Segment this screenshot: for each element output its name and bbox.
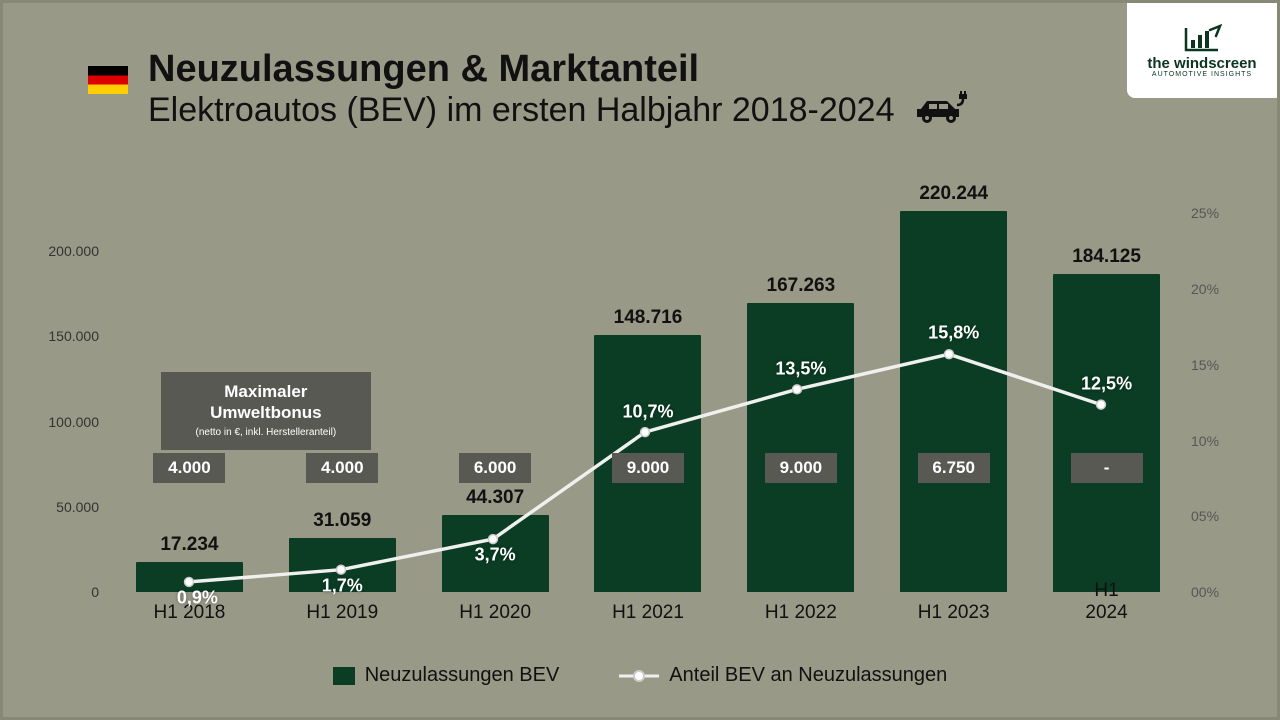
logo-text: the windscreen (1147, 56, 1256, 71)
y-axis-left: 050.000100.000150.000200.000 (33, 183, 111, 592)
y-axis-right: 00%05%10%15%20%25% (1179, 183, 1247, 592)
x-axis-label: H1 2022 (765, 602, 837, 624)
logo-chart-icon (1182, 24, 1222, 56)
legend-item-bars: Neuzulassungen BEV (333, 664, 560, 687)
bonus-value-tag: 6.000 (459, 453, 531, 483)
bar-value-label: 44.307 (388, 487, 602, 509)
x-axis-label: H1 2020 (459, 602, 531, 624)
line-pct-label: 10,7% (622, 401, 673, 422)
line-pct-label: 13,5% (775, 358, 826, 379)
bar-value-label: 220.244 (847, 183, 1061, 205)
chart-legend: Neuzulassungen BEV Anteil BEV an Neuzula… (3, 664, 1277, 687)
plot-region: 17.2344.00031.0594.00044.3076.000148.716… (113, 183, 1177, 592)
line-pct-label: 3,7% (475, 545, 516, 566)
bonus-value-tag: 4.000 (306, 453, 378, 483)
y-right-tick: 10% (1179, 433, 1247, 449)
chart-area: 0 50.000 100.000 150.000 200.000 00% 05% 10% 15… (33, 163, 1247, 632)
x-axis-label: H1 2023 (918, 602, 990, 624)
bonus-box-line1: Maximaler (175, 382, 357, 402)
x-axis-label: H1 2024 (1071, 580, 1141, 624)
y-left-tick: 0 (33, 584, 111, 600)
x-axis-label: H1 2019 (306, 602, 378, 624)
y-left-tick: 100.000 (33, 414, 111, 430)
chart-header: Neuzulassungen & Marktanteil Elektroauto… (88, 48, 1107, 130)
chart-title: Neuzulassungen & Marktanteil (148, 48, 1107, 91)
ev-car-icon (909, 91, 969, 130)
y-left-tick: 50.000 (33, 499, 111, 515)
bar-slot: 220.2446.750 (877, 183, 1030, 592)
line-pct-label: 1,7% (322, 575, 363, 596)
bonus-box-note: (netto in €, inkl. Herstelleranteil) (175, 427, 357, 438)
y-right-tick: 25% (1179, 205, 1247, 221)
logo-subtext: AUTOMOTIVE INSIGHTS (1152, 71, 1252, 78)
bar-value-label: 167.263 (694, 275, 908, 297)
bonus-value-tag: 9.000 (765, 453, 837, 483)
bar-slot: 44.3076.000 (419, 183, 572, 592)
line-pct-label: 15,8% (928, 323, 979, 344)
legend-item-line: Anteil BEV an Neuzulassungen (619, 664, 947, 687)
bonus-value-tag: 9.000 (612, 453, 684, 483)
bonus-value-tag: 6.750 (918, 453, 990, 483)
logo-badge: the windscreen AUTOMOTIVE INSIGHTS (1127, 3, 1277, 98)
bar-slot: 148.7169.000 (572, 183, 725, 592)
bar-value-label: 17.234 (82, 534, 296, 556)
x-axis-labels: H1 2018H1 2019H1 2020H1 2021H1 2022H1 20… (113, 594, 1177, 632)
legend-bar-swatch (333, 667, 355, 685)
bar-value-label: 31.059 (235, 510, 449, 532)
y-right-tick: 05% (1179, 508, 1247, 524)
bonus-value-tag: 4.000 (153, 453, 225, 483)
y-left-tick: 150.000 (33, 328, 111, 344)
x-axis-label: H1 2021 (612, 602, 684, 624)
legend-bar-label: Neuzulassungen BEV (365, 664, 560, 687)
bonus-box-line2: Umweltbonus (175, 403, 357, 423)
bar-value-label: 148.716 (541, 307, 755, 329)
bar (747, 303, 854, 592)
bonus-info-box: Maximaler Umweltbonus (netto in €, inkl.… (161, 372, 371, 450)
chart-subtitle: Elektroautos (BEV) im ersten Halbjahr 20… (148, 91, 895, 129)
bar (1053, 274, 1160, 592)
bar (900, 211, 1007, 592)
y-right-tick: 15% (1179, 357, 1247, 373)
y-right-tick: 00% (1179, 584, 1247, 600)
y-right-tick: 20% (1179, 281, 1247, 297)
line-pct-label: 0,9% (177, 588, 218, 609)
germany-flag-icon (88, 66, 128, 94)
bar-value-label: 184.125 (1000, 246, 1214, 268)
bar-slot: 167.2639.000 (724, 183, 877, 592)
line-pct-label: 12,5% (1081, 373, 1132, 394)
legend-line-label: Anteil BEV an Neuzulassungen (669, 664, 947, 687)
bonus-value-tag: - (1071, 453, 1143, 483)
legend-line-swatch (619, 666, 659, 686)
y-left-tick: 200.000 (33, 243, 111, 259)
